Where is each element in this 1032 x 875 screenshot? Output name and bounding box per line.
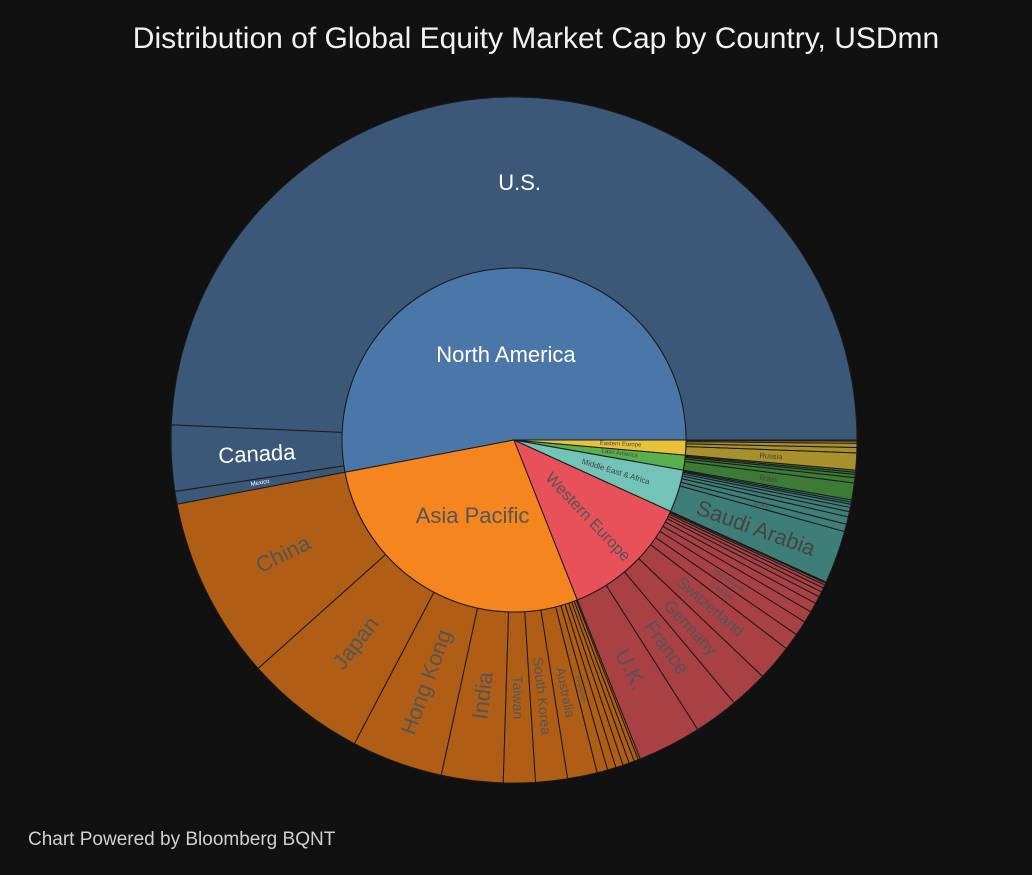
country-label-u-a-e: U.A.E.: [754, 501, 773, 511]
chart-title: Distribution of Global Equity Market Cap…: [132, 22, 940, 55]
region-label-latin-america: Latin America: [601, 449, 638, 460]
country-label-canada: Canada: [218, 439, 297, 468]
country-label-taiwan: Taiwan: [510, 676, 527, 720]
region-label-eastern-europe: Eastern Europe: [600, 441, 643, 449]
chart-footer: Chart Powered by Bloomberg BQNT: [28, 829, 336, 850]
country-label-u-s: U.S.: [498, 170, 541, 195]
region-slice-eastern-europe[interactable]: [513, 439, 687, 456]
region-label-north-america: North America: [436, 342, 576, 367]
region-ring: [341, 267, 687, 613]
region-slice-asia-pacific[interactable]: [344, 439, 578, 613]
region-slice-north-america[interactable]: [341, 267, 687, 473]
country-label-india: India: [467, 670, 498, 721]
region-label-asia-pacific: Asia Pacific: [416, 503, 530, 528]
country-label-russia: Russia: [759, 451, 783, 461]
country-label-brazil: Brazil: [759, 473, 779, 485]
country-label-mexico: Mexico: [250, 479, 270, 488]
country-ring: [170, 96, 858, 784]
region-slice-western-europe[interactable]: [513, 439, 672, 601]
country-slice-czech-republic[interactable]: [685, 439, 858, 442]
